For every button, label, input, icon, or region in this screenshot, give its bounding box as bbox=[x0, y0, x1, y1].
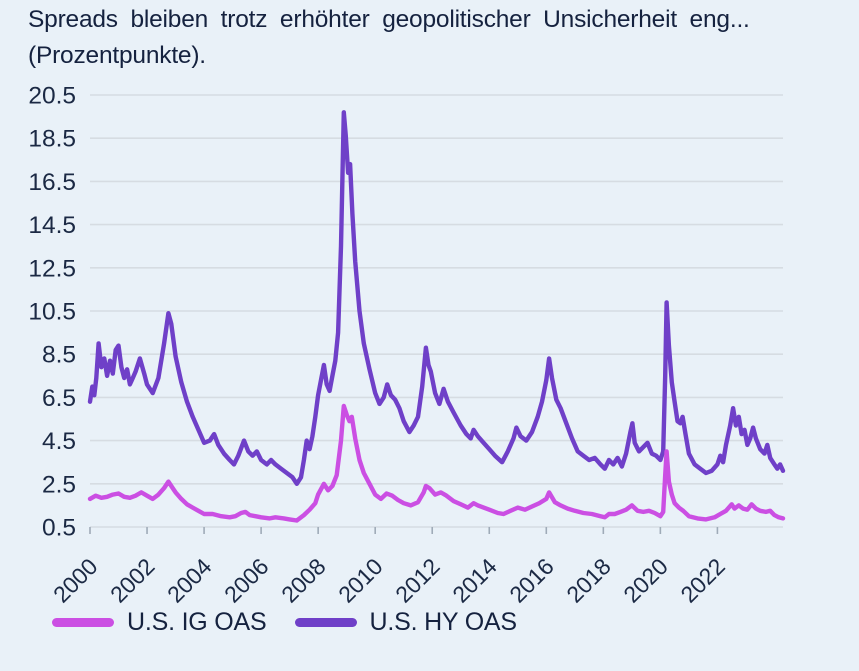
x-tick-label: 2012 bbox=[390, 553, 445, 608]
y-tick-label: 20.5 bbox=[28, 83, 76, 110]
y-tick-label: 16.5 bbox=[28, 169, 76, 196]
x-tick-label: 2000 bbox=[48, 553, 103, 608]
chart-title-line-2: (Prozentpunkte). bbox=[28, 42, 206, 69]
x-tick-label: 2002 bbox=[105, 553, 160, 608]
y-tick-label: 2.5 bbox=[42, 471, 76, 498]
y-tick-label: 6.5 bbox=[42, 385, 76, 412]
legend-label: U.S. IG OAS bbox=[127, 608, 267, 636]
legend-swatch bbox=[294, 618, 357, 627]
y-tick-label: 14.5 bbox=[28, 212, 76, 239]
series-line-u-s-hy-oas bbox=[87, 110, 786, 486]
chart-title-line-1: Spreads bleiben trotz erhöhter geopoliti… bbox=[28, 6, 750, 33]
y-tick-label: 12.5 bbox=[28, 255, 76, 282]
y-tick-label: 18.5 bbox=[28, 126, 76, 153]
x-tick-label: 2014 bbox=[447, 553, 502, 608]
x-tick-label: 2016 bbox=[504, 553, 559, 608]
x-tick-label: 2004 bbox=[162, 553, 217, 608]
spread-line-chart: 0.5 2.5 4.5 6.5 8.5 10.5 12.5 14.5 16.5 18.5 20.5 2… bbox=[28, 83, 786, 608]
y-tick-label: 10.5 bbox=[28, 299, 76, 326]
legend-swatch bbox=[52, 618, 114, 627]
x-tick-label: 2018 bbox=[561, 553, 616, 608]
series-line-u-s-ig-oas bbox=[87, 403, 786, 523]
y-tick-label: 8.5 bbox=[42, 342, 76, 369]
chart-title: Spreads bleiben trotz erhöhter geopoliti… bbox=[28, 2, 828, 74]
legend-item-ig-oas: U.S. IG OAS bbox=[52, 608, 267, 637]
x-tick-label: 2020 bbox=[618, 553, 673, 608]
x-tick-label: 2010 bbox=[333, 553, 388, 608]
legend-label: U.S. HY OAS bbox=[369, 608, 518, 636]
y-tick-label: 0.5 bbox=[42, 515, 76, 542]
x-tick-label: 2006 bbox=[219, 553, 274, 608]
chart-legend: U.S. IG OAS U.S. HY OAS bbox=[52, 608, 517, 637]
legend-item-hy-oas: U.S. HY OAS bbox=[294, 608, 518, 637]
x-tick-label: 2008 bbox=[276, 553, 331, 608]
x-tick-label: 2022 bbox=[675, 553, 730, 608]
y-tick-label: 4.5 bbox=[42, 428, 76, 455]
